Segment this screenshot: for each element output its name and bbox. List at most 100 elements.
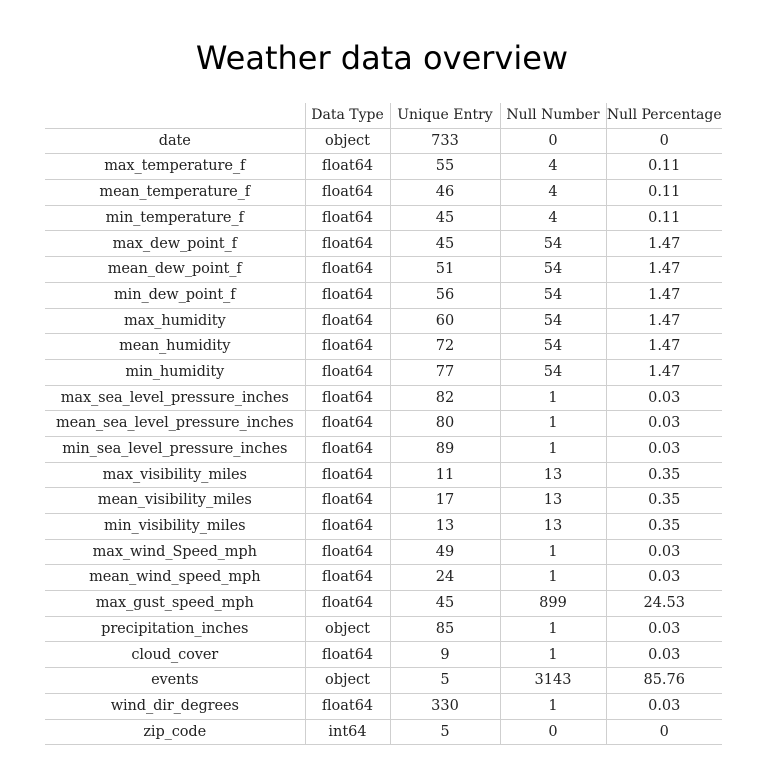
- table-row: min_humidity float64 77 54 1.47: [45, 359, 722, 386]
- table-body: date object 733 0 0 max_temperature_f float64 5…: [45, 128, 722, 746]
- unique-entry-cell: 24: [390, 564, 501, 592]
- null-number-cell: 1: [500, 539, 607, 566]
- null-percentage-header: Null Percentage: [606, 103, 722, 129]
- null-number-cell: 1: [500, 641, 607, 669]
- column-name-cell: max_wind_Speed_mph: [45, 539, 306, 566]
- table-row: max_sea_level_pressure_inches float64 82 1 0…: [45, 385, 722, 412]
- table-row: cloud_cover float64 9 1 0.03: [45, 641, 722, 669]
- null-number-cell: 54: [500, 333, 607, 360]
- null-percentage-cell: 24.53: [606, 590, 722, 617]
- table-row: precipitation_inches object 85 1 0.03: [45, 616, 722, 643]
- data-type-cell: object: [305, 667, 391, 694]
- null-number-cell: 0: [500, 719, 607, 746]
- null-number-cell: 1: [500, 693, 607, 720]
- table-row: min_dew_point_f float64 56 54 1.47: [45, 282, 722, 309]
- column-name-cell: events: [45, 667, 306, 694]
- column-name-cell: mean_sea_level_pressure_inches: [45, 410, 306, 437]
- data-type-cell: float64: [305, 410, 391, 437]
- null-percentage-cell: 0.35: [606, 487, 722, 514]
- column-name-cell: cloud_cover: [45, 641, 306, 669]
- column-name-cell: zip_code: [45, 719, 306, 746]
- column-name-cell: wind_dir_degrees: [45, 693, 306, 720]
- null-number-cell: 54: [500, 308, 607, 335]
- null-percentage-cell: 0.11: [606, 153, 722, 181]
- table-row: max_visibility_miles float64 11 13 0.35: [45, 462, 722, 489]
- null-percentage-cell: 85.76: [606, 667, 722, 694]
- data-type-cell: float64: [305, 513, 391, 540]
- null-percentage-cell: 0.03: [606, 693, 722, 720]
- data-type-cell: float64: [305, 153, 391, 181]
- table-row: mean_visibility_miles float64 17 13 0.35: [45, 487, 722, 514]
- data-type-cell: float64: [305, 487, 391, 514]
- column-name-cell: max_visibility_miles: [45, 462, 306, 489]
- column-name-cell: min_dew_point_f: [45, 282, 306, 309]
- data-type-cell: float64: [305, 436, 391, 463]
- null-number-cell: 1: [500, 616, 607, 643]
- unique-entry-cell: 46: [390, 179, 501, 206]
- null-percentage-cell: 1.47: [606, 230, 722, 258]
- null-percentage-cell: 0: [606, 719, 722, 746]
- unique-entry-cell: 80: [390, 410, 501, 437]
- table-row: max_gust_speed_mph float64 45 899 24.53: [45, 590, 722, 617]
- unique-entry-cell: 55: [390, 153, 501, 181]
- null-number-cell: 4: [500, 153, 607, 181]
- unique-entry-header: Unique Entry: [390, 103, 501, 129]
- data-type-cell: float64: [305, 693, 391, 720]
- data-type-cell: float64: [305, 359, 391, 386]
- column-name-cell: max_temperature_f: [45, 153, 306, 181]
- null-percentage-cell: 0: [606, 128, 722, 155]
- unique-entry-cell: 733: [390, 128, 501, 155]
- data-type-cell: float64: [305, 590, 391, 617]
- null-percentage-cell: 0.35: [606, 513, 722, 540]
- null-number-cell: 899: [500, 590, 607, 617]
- unique-entry-cell: 330: [390, 693, 501, 720]
- unique-entry-cell: 85: [390, 616, 501, 643]
- null-number-cell: 1: [500, 564, 607, 592]
- null-percentage-cell: 0.03: [606, 539, 722, 566]
- null-number-cell: 13: [500, 513, 607, 540]
- unique-entry-cell: 5: [390, 719, 501, 746]
- data-type-cell: float64: [305, 256, 391, 283]
- column-name-cell: precipitation_inches: [45, 616, 306, 643]
- null-percentage-cell: 1.47: [606, 308, 722, 335]
- unique-entry-cell: 5: [390, 667, 501, 694]
- null-number-cell: 54: [500, 230, 607, 258]
- null-number-header: Null Number: [500, 103, 607, 129]
- table-row: mean_dew_point_f float64 51 54 1.47: [45, 256, 722, 283]
- unique-entry-cell: 51: [390, 256, 501, 283]
- null-percentage-cell: 0.35: [606, 462, 722, 489]
- unique-entry-cell: 72: [390, 333, 501, 360]
- table-row: mean_sea_level_pressure_inches float64 80 1…: [45, 410, 722, 437]
- table-row: max_wind_Speed_mph float64 49 1 0.03: [45, 539, 722, 566]
- unique-entry-cell: 45: [390, 230, 501, 258]
- null-number-cell: 0: [500, 128, 607, 155]
- null-percentage-cell: 0.03: [606, 385, 722, 412]
- unique-entry-cell: 45: [390, 205, 501, 232]
- column-name-cell: min_sea_level_pressure_inches: [45, 436, 306, 463]
- data-type-cell: int64: [305, 719, 391, 746]
- table-row: mean_temperature_f float64 46 4 0.11: [45, 179, 722, 206]
- data-type-cell: float64: [305, 205, 391, 232]
- data-type-cell: float64: [305, 641, 391, 669]
- null-percentage-cell: 0.03: [606, 410, 722, 437]
- column-name-cell: max_gust_speed_mph: [45, 590, 306, 617]
- data-type-cell: float64: [305, 179, 391, 206]
- table-header-row: Data Type Unique Entry Null Number Null Per…: [45, 103, 722, 129]
- table-row: min_temperature_f float64 45 4 0.11: [45, 205, 722, 232]
- null-number-cell: 13: [500, 487, 607, 514]
- unique-entry-cell: 82: [390, 385, 501, 412]
- column-name-cell: mean_wind_speed_mph: [45, 564, 306, 592]
- null-percentage-cell: 0.03: [606, 436, 722, 463]
- table-row: max_dew_point_f float64 45 54 1.47: [45, 230, 722, 258]
- table-row: max_temperature_f float64 55 4 0.11: [45, 153, 722, 181]
- null-number-cell: 4: [500, 205, 607, 232]
- table-row: wind_dir_degrees float64 330 1 0.03: [45, 693, 722, 720]
- column-name-cell: mean_visibility_miles: [45, 487, 306, 514]
- null-percentage-cell: 1.47: [606, 333, 722, 360]
- unique-entry-cell: 49: [390, 539, 501, 566]
- unique-entry-cell: 17: [390, 487, 501, 514]
- data-type-cell: float64: [305, 230, 391, 258]
- column-name-cell: mean_dew_point_f: [45, 256, 306, 283]
- null-percentage-cell: 0.03: [606, 564, 722, 592]
- null-number-cell: 1: [500, 410, 607, 437]
